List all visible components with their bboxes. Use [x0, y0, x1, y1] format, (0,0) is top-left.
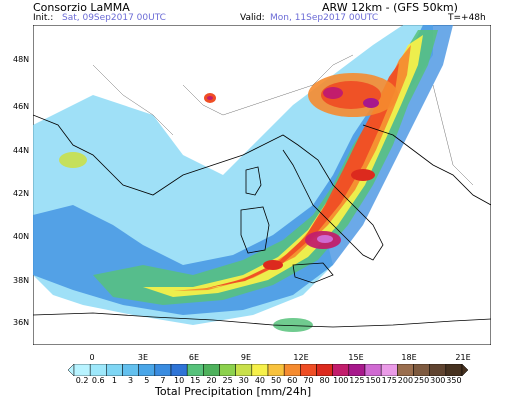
adriatic-red-cell: [351, 169, 375, 181]
colorbar-left-arrow: [68, 364, 75, 376]
lon-label: 3E: [137, 353, 149, 362]
colorbar-swatch: [106, 364, 123, 376]
colorbar-swatch: [429, 364, 447, 376]
sardinia-red-cell: [263, 260, 283, 270]
init-value: Sat, 09Sep2017 00UTC: [62, 13, 166, 23]
header: Consorzio LaMMA ARW 12km - (GFS 50km) In…: [0, 0, 518, 24]
lon-label: 21E: [455, 353, 471, 362]
colorbar-label: 0.2: [75, 376, 89, 385]
colorbar-label: 300: [430, 376, 446, 385]
balkan-borders: [432, 84, 474, 186]
lead-time: T=+48h: [448, 13, 486, 23]
colorbar-title: Total Precipitation [mm/24h]: [155, 385, 312, 398]
balkan-coast: [362, 124, 491, 206]
colorbar-swatch: [316, 364, 333, 376]
iberia-cell: [59, 152, 87, 168]
colorbar-swatch: [122, 364, 139, 376]
lat-label: 48N: [13, 55, 30, 64]
sicily-channel-cell: [273, 318, 313, 332]
colorbar-swatch: [186, 364, 204, 376]
colorbar-swatch: [138, 364, 156, 376]
precipitation-map: [33, 25, 491, 345]
colorbar-swatch: [219, 364, 236, 376]
lat-label: 42N: [13, 189, 30, 198]
colorbar-label: 125: [349, 376, 365, 385]
colorbar-label: 50: [270, 376, 282, 385]
colorbar-swatch: [413, 364, 430, 376]
west-alps-core: [207, 96, 213, 100]
colorbar-swatch: [251, 364, 269, 376]
colorbar-swatch: [300, 364, 317, 376]
colorbar-label: 40: [254, 376, 265, 385]
colorbar-swatch: [380, 364, 398, 376]
precip-red-band: [203, 63, 399, 289]
colorbar-label: 7: [160, 376, 166, 385]
colorbar: [68, 364, 468, 376]
model-title: ARW 12km - (GFS 50km): [322, 1, 458, 14]
country-borders: [92, 54, 474, 186]
colorbar-right-arrow: [461, 364, 468, 376]
precip-blue-band: [33, 25, 453, 315]
colorbar-swatch: [364, 364, 382, 376]
lat-label: 40N: [13, 232, 30, 241]
colorbar-swatch: [283, 364, 301, 376]
colorbar-label: 175: [381, 376, 397, 385]
colorbar-label: 200: [397, 376, 414, 385]
colorbar-swatch: [73, 364, 91, 376]
colorbar-swatch: [332, 364, 350, 376]
colorbar-swatch: [445, 364, 463, 376]
precip-field: [33, 25, 453, 332]
colorbar-swatch: [170, 364, 188, 376]
colorbar-label: 30: [238, 376, 249, 385]
colorbar-label: 1: [111, 376, 117, 385]
colorbar-label: 3: [128, 376, 134, 385]
colorbar-label: 5: [144, 376, 150, 385]
lat-label: 46N: [13, 102, 30, 111]
colorbar-label: 150: [365, 376, 381, 385]
lat-label: 36N: [13, 318, 30, 327]
lat-label: 44N: [13, 146, 30, 155]
init-label: Init.:: [33, 13, 54, 23]
colorbar-label: 250: [413, 376, 430, 385]
corsica-outline: [245, 166, 262, 196]
lon-label: 18E: [401, 353, 417, 362]
valid-value: Mon, 11Sep2017 00UTC: [270, 13, 379, 23]
colorbar-label: 10: [173, 376, 185, 385]
colorbar-label: 80: [319, 376, 330, 385]
sardinia-outline: [240, 206, 270, 254]
colorbar-swatch: [348, 364, 366, 376]
colorbar-label: 60: [287, 376, 298, 385]
colorbar-swatch: [154, 364, 172, 376]
colorbar-swatch: [235, 364, 253, 376]
colorbar-swatch: [397, 364, 414, 376]
colorbar-swatch: [89, 364, 107, 376]
precip-orange-band: [173, 45, 411, 291]
mainland-coast: [33, 114, 384, 261]
lon-label: 9E: [240, 353, 252, 362]
alps-magenta-cell: [323, 87, 343, 99]
colorbar-label: 70: [303, 376, 314, 385]
lon-label: 0: [89, 353, 95, 362]
coastlines: [33, 114, 491, 328]
tyrrhenian-pink-cell: [317, 235, 333, 243]
org-title: Consorzio LaMMA: [33, 1, 130, 14]
colorbar-swatch: [267, 364, 285, 376]
sicily-outline: [292, 262, 334, 284]
alpine-borders: [182, 54, 354, 116]
lon-label: 12E: [293, 353, 309, 362]
africa-coast: [33, 312, 491, 328]
alps-purple-cell: [363, 98, 379, 108]
colorbar-label: 0.6: [91, 376, 105, 385]
valid-label: Valid:: [240, 13, 265, 23]
lon-label: 15E: [348, 353, 364, 362]
colorbar-label: 15: [190, 376, 201, 385]
colorbar-label: 25: [222, 376, 233, 385]
colorbar-swatch: [203, 364, 220, 376]
france-border: [92, 64, 174, 136]
lon-label: 6E: [188, 353, 200, 362]
colorbar-label: 350: [446, 376, 462, 385]
colorbar-label: 20: [206, 376, 217, 385]
colorbar-label: 100: [333, 376, 349, 385]
lat-label: 38N: [13, 276, 30, 285]
